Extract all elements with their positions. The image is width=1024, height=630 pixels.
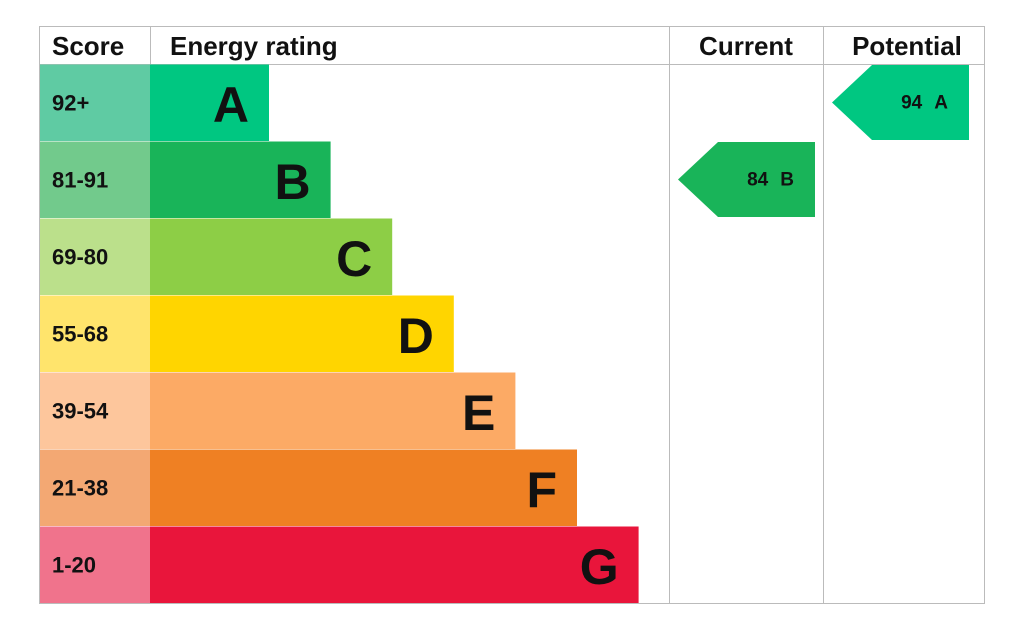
rating-bar — [150, 372, 516, 449]
score-label: 39-54 — [52, 399, 109, 424]
header-current: Current — [699, 31, 793, 61]
rating-bar — [150, 295, 454, 372]
current-letter: B — [780, 169, 794, 190]
rating-letter: G — [580, 539, 619, 595]
rating-bar — [150, 64, 269, 141]
score-cell — [40, 526, 150, 603]
score-label: 92+ — [52, 91, 89, 116]
score-cell — [40, 372, 150, 449]
current-label: 84 B — [747, 169, 794, 190]
potential-arrow — [832, 65, 969, 140]
header-score: Score — [52, 31, 124, 61]
current-value: 84 — [747, 169, 769, 190]
rating-bar — [150, 141, 331, 218]
rating-bar — [150, 449, 577, 526]
score-cell — [40, 141, 150, 218]
score-cell — [40, 64, 150, 141]
score-cell — [40, 449, 150, 526]
score-label: 55-68 — [52, 322, 108, 347]
rating-letter: D — [398, 308, 434, 364]
rating-letter: C — [336, 231, 372, 287]
rating-letter: F — [526, 462, 557, 518]
potential-value: 94 — [901, 92, 923, 113]
rating-letter: A — [213, 77, 249, 133]
score-cell — [40, 218, 150, 295]
score-label: 21-38 — [52, 476, 108, 501]
potential-label: 94 A — [901, 92, 948, 113]
header-potential: Potential — [852, 31, 962, 61]
header-rating: Energy rating — [170, 31, 338, 61]
score-cell — [40, 295, 150, 372]
score-label: 81-91 — [52, 168, 108, 193]
rating-letter: B — [274, 154, 310, 210]
frame — [39, 26, 985, 604]
score-label: 69-80 — [52, 245, 108, 270]
rating-letter: E — [462, 385, 495, 441]
rating-bar — [150, 526, 639, 603]
current-arrow — [678, 142, 815, 217]
score-label: 1-20 — [52, 553, 96, 578]
potential-letter: A — [934, 92, 948, 113]
rating-bar — [150, 218, 393, 295]
